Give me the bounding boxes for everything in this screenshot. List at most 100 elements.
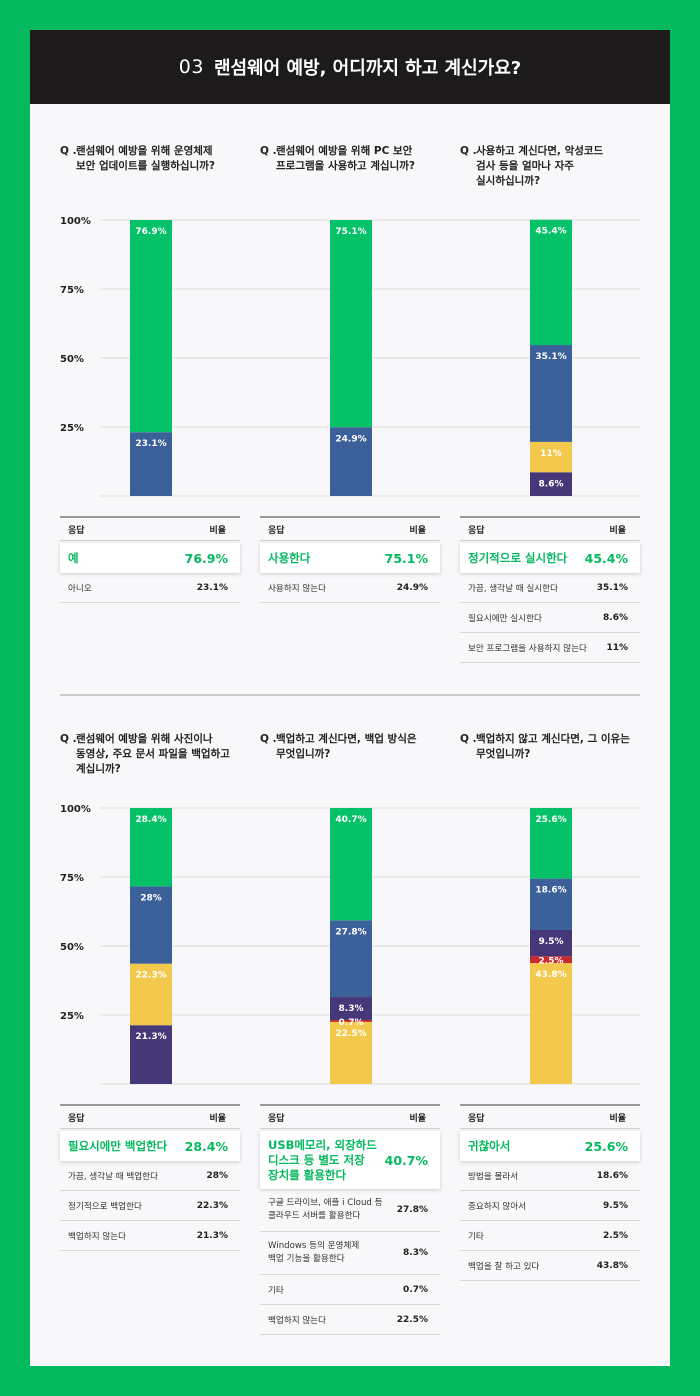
- question-2: Q . 랜섬웨어 예방을 위해 PC 보안 프로그램을 사용하고 계십니까?: [260, 144, 440, 174]
- y-tick-label: 25%: [60, 1011, 84, 1022]
- header-answer: 응답: [268, 1113, 285, 1124]
- bar-segment-green: [130, 808, 172, 887]
- row-value: 43.8%: [596, 1260, 628, 1271]
- row-label: 가끔, 생각날 때 백업한다: [68, 1171, 158, 1182]
- table-row: 백업하지 않는다 21.3%: [60, 1221, 240, 1251]
- question-text: 백업하고 계신다면, 백업 방식은 무엇입니까?: [276, 733, 417, 760]
- stacked-bar-2: 24.9% 75.1%: [330, 220, 372, 496]
- row-label: 방법을 몰라서: [468, 1171, 519, 1182]
- question-text: 백업하지 않고 계신다면, 그 이유는 무엇입니까?: [476, 733, 630, 760]
- row-value: 0.7%: [403, 1284, 428, 1295]
- bar-segment-yellow: [330, 1021, 372, 1084]
- table-row: 백업을 잘 하고 있다 43.8%: [460, 1251, 640, 1281]
- table-row: 필요시에만 실시한다 8.6%: [460, 603, 640, 633]
- answer-table-2: 응답 비율 사용한다 75.1% 사용하지 않는다 24.9%: [260, 516, 440, 603]
- question-text: 사용하고 계신다면, 악성코드 검사 등을 얼마나 자주 실시하십니까?: [476, 145, 604, 187]
- row-label: 아니오: [68, 583, 92, 594]
- row-value: 8.6%: [603, 612, 628, 623]
- y-tick-label: 75%: [60, 873, 84, 884]
- bar-segment-yellow: [530, 963, 572, 1084]
- bar-data-label: 23.1%: [135, 439, 166, 449]
- row-label: 구글 드라이브, 애플 i Cloud 등 클라우드 서버를 활용한다: [268, 1198, 383, 1221]
- row-label: 백업을 잘 하고 있다: [468, 1261, 540, 1272]
- bar-segment-red: [530, 956, 572, 964]
- question-1: Q . 랜섬웨어 예방을 위해 운영체제 보안 업데이트를 실행하십니까?: [60, 144, 240, 174]
- stacked-bar-1: 23.1% 76.9%: [130, 220, 172, 496]
- question-mark: Q .: [60, 145, 77, 157]
- top-answer-value: 40.7%: [384, 1152, 428, 1168]
- top-answer-row: 귀찮아서 25.6%: [460, 1131, 640, 1161]
- row-value: 35.1%: [596, 582, 628, 593]
- row-label: 백업하지 않는다: [268, 1315, 327, 1326]
- page-title: 랜섬웨어 예방, 어디까지 하고 계신가요?: [213, 58, 522, 79]
- bar-segment-purple: [330, 997, 372, 1020]
- question-6: Q . 백업하지 않고 계신다면, 그 이유는 무엇입니까?: [460, 732, 640, 762]
- table-row: 아니오 23.1%: [60, 573, 240, 603]
- stacked-bar-6: 43.8% 2.5% 9.5% 18.6% 25.6%: [530, 808, 572, 1084]
- bar-segment-blue: [330, 427, 372, 496]
- row-value: 23.1%: [196, 582, 228, 593]
- section-divider: [60, 694, 640, 696]
- top-answer-value: 76.9%: [184, 550, 228, 566]
- top-answer-value: 25.6%: [584, 1138, 628, 1154]
- answer-table-3: 응답 비율 정기적으로 실시한다 45.4% 가끔, 생각날 때 실시한다 35.1% 필요…: [460, 516, 640, 663]
- question-4: Q . 랜섬웨어 예방을 위해 사진이나 동영상, 주요 문서 파일을 백업하고 계십…: [60, 732, 240, 777]
- row-label: 중요하지 않아서: [468, 1201, 527, 1212]
- row-label: 기타: [268, 1285, 284, 1296]
- bar-segment-green: [530, 808, 572, 879]
- stacked-bar-3: 8.6% 11% 35.1% 45.4%: [530, 219, 572, 496]
- bar-segment-yellow: [530, 441, 572, 473]
- top-answer-label: 필요시에만 백업한다: [68, 1139, 168, 1153]
- row-label: 백업하지 않는다: [68, 1231, 127, 1242]
- bar-data-label: 11%: [540, 449, 562, 459]
- question-mark: Q .: [60, 733, 77, 745]
- table-header: 응답 비율: [260, 1104, 440, 1129]
- answer-table-5: 응답 비율 USB메모리, 외장하드 디스크 등 별도 저장 장치를 활용한다 40.7%…: [260, 1104, 440, 1335]
- row-value: 2.5%: [603, 1230, 628, 1241]
- top-answer-label: 정기적으로 실시한다: [468, 551, 568, 565]
- table-row: Windows 등의 운영체제 백업 기능을 활용한다 8.3%: [260, 1232, 440, 1275]
- question-mark: Q .: [260, 145, 277, 157]
- bar-segment-yellow: [130, 963, 172, 1026]
- header-answer: 응답: [468, 1113, 485, 1124]
- top-answer-row: 필요시에만 백업한다 28.4%: [60, 1131, 240, 1161]
- question-3: Q . 사용하고 계신다면, 악성코드 검사 등을 얼마나 자주 실시하십니까?: [460, 144, 640, 189]
- table-row: 사용하지 않는다 24.9%: [260, 573, 440, 603]
- y-tick-label: 75%: [60, 285, 84, 296]
- bar-data-label: 75.1%: [335, 227, 366, 237]
- header-ratio: 비율: [609, 1113, 626, 1124]
- table-row: 기타 2.5%: [460, 1221, 640, 1251]
- top-answer-label: USB메모리, 외장하드 디스크 등 별도 저장 장치를 활용한다: [268, 1137, 377, 1182]
- header-answer: 응답: [468, 525, 485, 536]
- row-value: 11%: [606, 642, 628, 653]
- infographic-card: 03 랜섬웨어 예방, 어디까지 하고 계신가요? 100% 75% 50% 25% Q…: [30, 30, 670, 1366]
- row-label: 보안 프로그램을 사용하지 않는다: [468, 643, 587, 654]
- top-answer-row: 사용한다 75.1%: [260, 543, 440, 573]
- table-row: 백업하지 않는다 22.5%: [260, 1305, 440, 1335]
- row-value: 21.3%: [196, 1230, 228, 1241]
- header-answer: 응답: [68, 525, 85, 536]
- top-answer-value: 45.4%: [584, 550, 628, 566]
- table-row: 방법을 몰라서 18.6%: [460, 1161, 640, 1191]
- row-value: 9.5%: [603, 1200, 628, 1211]
- answer-table-1: 응답 비율 예 76.9% 아니오 23.1%: [60, 516, 240, 603]
- table-row: 가끔, 생각날 때 백업한다 28%: [60, 1161, 240, 1191]
- bar-data-label: 24.9%: [335, 434, 366, 444]
- bar-segment-blue: [330, 920, 372, 998]
- answer-table-4: 응답 비율 필요시에만 백업한다 28.4% 가끔, 생각날 때 백업한다 28% 정기적으…: [60, 1104, 240, 1251]
- table-header: 응답 비율: [460, 516, 640, 541]
- bar-segment-blue: [130, 886, 172, 964]
- top-answer-label: 사용한다: [268, 551, 311, 565]
- table-row: 정기적으로 백업한다 22.3%: [60, 1191, 240, 1221]
- header-answer: 응답: [68, 1113, 85, 1124]
- top-answer-value: 28.4%: [184, 1138, 228, 1154]
- bar-data-label: 76.9%: [135, 227, 166, 237]
- header-ratio: 비율: [409, 1113, 426, 1124]
- top-answer-value: 75.1%: [384, 550, 428, 566]
- stacked-bar-5: 22.5%0.7% 8.3% 27.8% 40.7%: [330, 808, 372, 1084]
- bar-data-label: 43.8%: [535, 970, 566, 980]
- bar-data-label: 45.4%: [535, 227, 566, 237]
- bar-segment-green: [330, 220, 372, 428]
- header-ratio: 비율: [409, 525, 426, 536]
- table-row: 중요하지 않아서 9.5%: [460, 1191, 640, 1221]
